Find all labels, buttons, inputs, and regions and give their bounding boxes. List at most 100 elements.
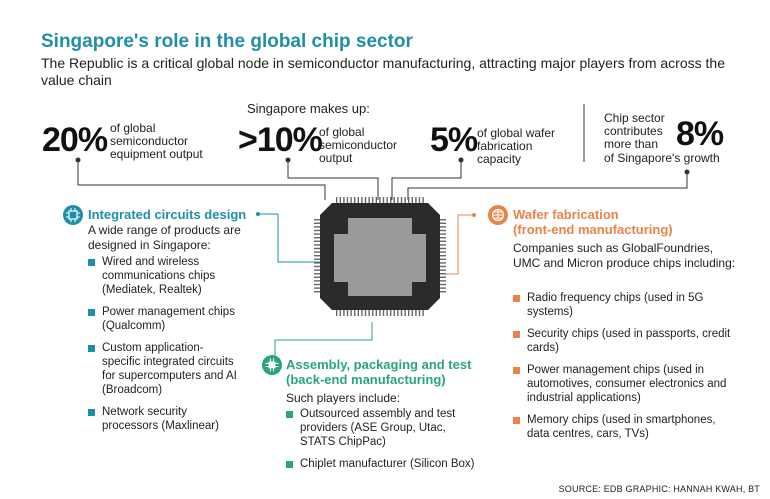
chip-pin [314,226,320,228]
stat-value: 8% [676,115,724,153]
chip-pin [382,197,385,203]
chip-pin [357,197,359,203]
chip-pin [314,258,320,260]
chip-pin [411,197,413,203]
stat-value: 20% [42,121,108,159]
chip-icon [262,355,282,375]
circuit-icon [63,205,83,225]
chip-pin [314,262,320,264]
list-item: Custom application-specific integrated c… [88,341,238,397]
connector-ic-design [258,213,330,263]
chip-pin [368,197,370,203]
connector-stat-2 [287,160,379,200]
chip-pin [386,197,388,203]
list-item: Security chips (used in passports, credi… [513,327,738,355]
chip-pin [361,197,363,203]
chip-pin [314,269,320,271]
chip-pin [314,247,320,250]
list-item: Radio frequency chips (used in 5G system… [513,291,738,319]
chip-pin [440,262,446,264]
chip-pin [440,255,446,257]
section-title: Assembly, packaging and test [286,357,472,372]
wafer-list: Radio frequency chips (used in 5G system… [513,291,738,441]
section-subtitle: (back-end manufacturing) [286,372,446,387]
list-item: Wired and wireless communications chips … [88,255,238,297]
chip-pin [440,269,446,271]
assembly-list: Outsourced assembly and test providers (… [286,407,481,471]
stat-connectors [75,104,690,200]
chip-pin [314,265,320,268]
section-title: Integrated circuits design [88,207,247,222]
chip-pin [415,310,417,316]
chip-pin [379,310,381,316]
chip-pin [386,310,388,316]
stat-description: of global wafer fabrication capacity [477,126,556,166]
chip-pin [364,310,367,316]
chip-pin [343,197,345,203]
chip-pin [440,244,446,246]
chip-pin [350,197,352,203]
chip-pin [314,237,320,239]
chip-pin [440,251,446,253]
list-item: Power management chips (used in automoti… [513,363,738,405]
chip-pin [440,258,446,260]
chip-pin [314,291,320,293]
chip-pin [379,197,381,203]
stat-description: of global semiconductor output [319,125,398,165]
chip-pin [440,265,446,268]
chip-pin [440,287,446,289]
chip-pin [346,310,349,316]
chip-pin [354,197,356,203]
chip-pin [440,226,446,228]
chip-pin [393,310,395,316]
chip-pin [314,287,320,289]
chip-pin [440,283,446,286]
chip-pin [440,291,446,293]
chip-pin [368,310,370,316]
chip-pin [339,310,341,316]
chip-pin [336,310,338,316]
connector-assembly [274,322,373,358]
chip-pin [375,197,377,203]
chip-pin [440,247,446,250]
chip-die [334,218,426,296]
list-item: Chiplet manufacturer (Silicon Box) [286,457,481,471]
chip-pin [314,244,320,246]
chip-pin [404,197,406,203]
chip-pin [408,310,410,316]
chip-pin [314,283,320,286]
chip-pin [440,240,446,242]
chip-pin [440,229,446,232]
chip-pin [364,197,367,203]
chip-pin [440,219,446,221]
chip-pin [397,310,399,316]
list-item: Outsourced assembly and test providers (… [286,407,481,449]
chip-pin [440,233,446,235]
chip-pin [314,273,320,275]
section-intro: A wide range of products are designed in… [88,223,241,252]
chip-pin [314,219,320,221]
chip-pin [418,197,421,203]
makes-up-label: Singapore makes up: [247,101,370,116]
chip-pin [357,310,359,316]
connector-stat-1 [77,160,326,200]
chip-pin [375,310,377,316]
chip-pin [440,280,446,282]
chip-pin [422,310,424,316]
source-credit: SOURCE: EDB GRAPHIC: HANNAH KWAH, BT [558,484,760,494]
chip-pin [343,310,345,316]
chip-pin [400,197,403,203]
connector-stat-3 [391,160,462,200]
chip-pin [415,197,417,203]
chip-pin [314,251,320,253]
chip-pin [314,280,320,282]
chip-pin [314,233,320,235]
chip-pin [440,237,446,239]
list-item: Network security processors (Maxlinear) [88,405,238,433]
section-intro: Such players include: [286,391,401,405]
connector-wafer [440,214,474,275]
chip-pin [404,310,406,316]
chip-pin [440,222,446,224]
stat-description-after: of Singapore's growth [604,151,720,165]
